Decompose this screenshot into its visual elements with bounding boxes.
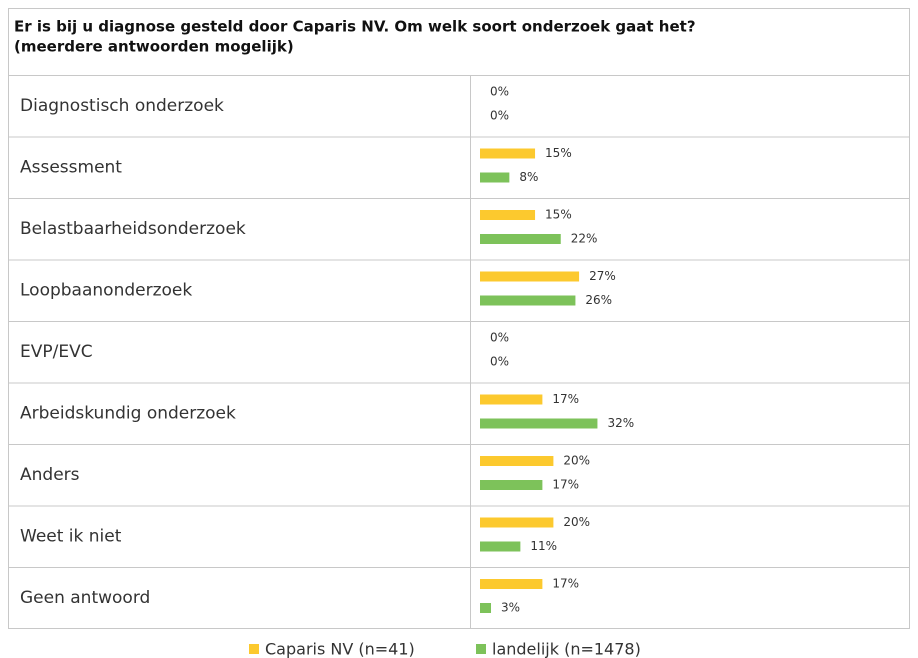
bar bbox=[480, 172, 510, 183]
category-label: Diagnostisch onderzoek bbox=[20, 96, 224, 116]
bar bbox=[480, 295, 576, 306]
bar bbox=[480, 480, 543, 490]
bar bbox=[480, 603, 492, 613]
category-label: Belastbaarheidsonderzoek bbox=[20, 219, 246, 239]
value-label: 17% bbox=[552, 392, 579, 406]
bar bbox=[480, 394, 543, 405]
table-border bbox=[8, 8, 910, 629]
value-label: 0% bbox=[490, 109, 509, 123]
value-label: 22% bbox=[571, 232, 598, 246]
legend-swatch bbox=[249, 644, 259, 654]
value-label: 20% bbox=[563, 515, 590, 529]
bar bbox=[480, 271, 580, 282]
category-label: Weet ik niet bbox=[20, 526, 122, 546]
legend-swatch bbox=[476, 644, 486, 654]
category-label: Arbeidskundig onderzoek bbox=[20, 403, 236, 423]
value-label: 0% bbox=[490, 355, 509, 369]
bar bbox=[480, 541, 521, 552]
value-label: 20% bbox=[563, 454, 590, 468]
bar bbox=[480, 148, 536, 159]
bar bbox=[480, 456, 554, 466]
value-label: 26% bbox=[585, 293, 612, 307]
value-label: 8% bbox=[519, 170, 538, 184]
value-label: 32% bbox=[607, 416, 634, 430]
chart-subtitle: (meerdere antwoorden mogelijk) bbox=[14, 38, 294, 56]
category-label: Assessment bbox=[20, 157, 122, 177]
legend-label: landelijk (n=1478) bbox=[492, 640, 641, 658]
category-label: Geen antwoord bbox=[20, 588, 150, 608]
value-label: 11% bbox=[530, 539, 557, 553]
bar bbox=[480, 579, 543, 589]
legend-label: Caparis NV (n=41) bbox=[265, 640, 415, 658]
bar bbox=[480, 418, 598, 429]
category-label: Anders bbox=[20, 465, 80, 485]
value-label: 0% bbox=[490, 85, 509, 99]
value-label: 15% bbox=[545, 146, 572, 160]
bar bbox=[480, 234, 561, 244]
value-label: 0% bbox=[490, 331, 509, 345]
category-label: Loopbaanonderzoek bbox=[20, 280, 192, 300]
value-label: 17% bbox=[552, 478, 579, 492]
value-label: 17% bbox=[552, 577, 579, 591]
bar bbox=[480, 517, 554, 528]
value-label: 15% bbox=[545, 208, 572, 222]
value-label: 27% bbox=[589, 269, 616, 283]
bar bbox=[480, 210, 536, 220]
chart-title: Er is bij u diagnose gesteld door Capari… bbox=[14, 18, 696, 36]
category-label: EVP/EVC bbox=[20, 342, 93, 362]
value-label: 3% bbox=[501, 601, 520, 615]
